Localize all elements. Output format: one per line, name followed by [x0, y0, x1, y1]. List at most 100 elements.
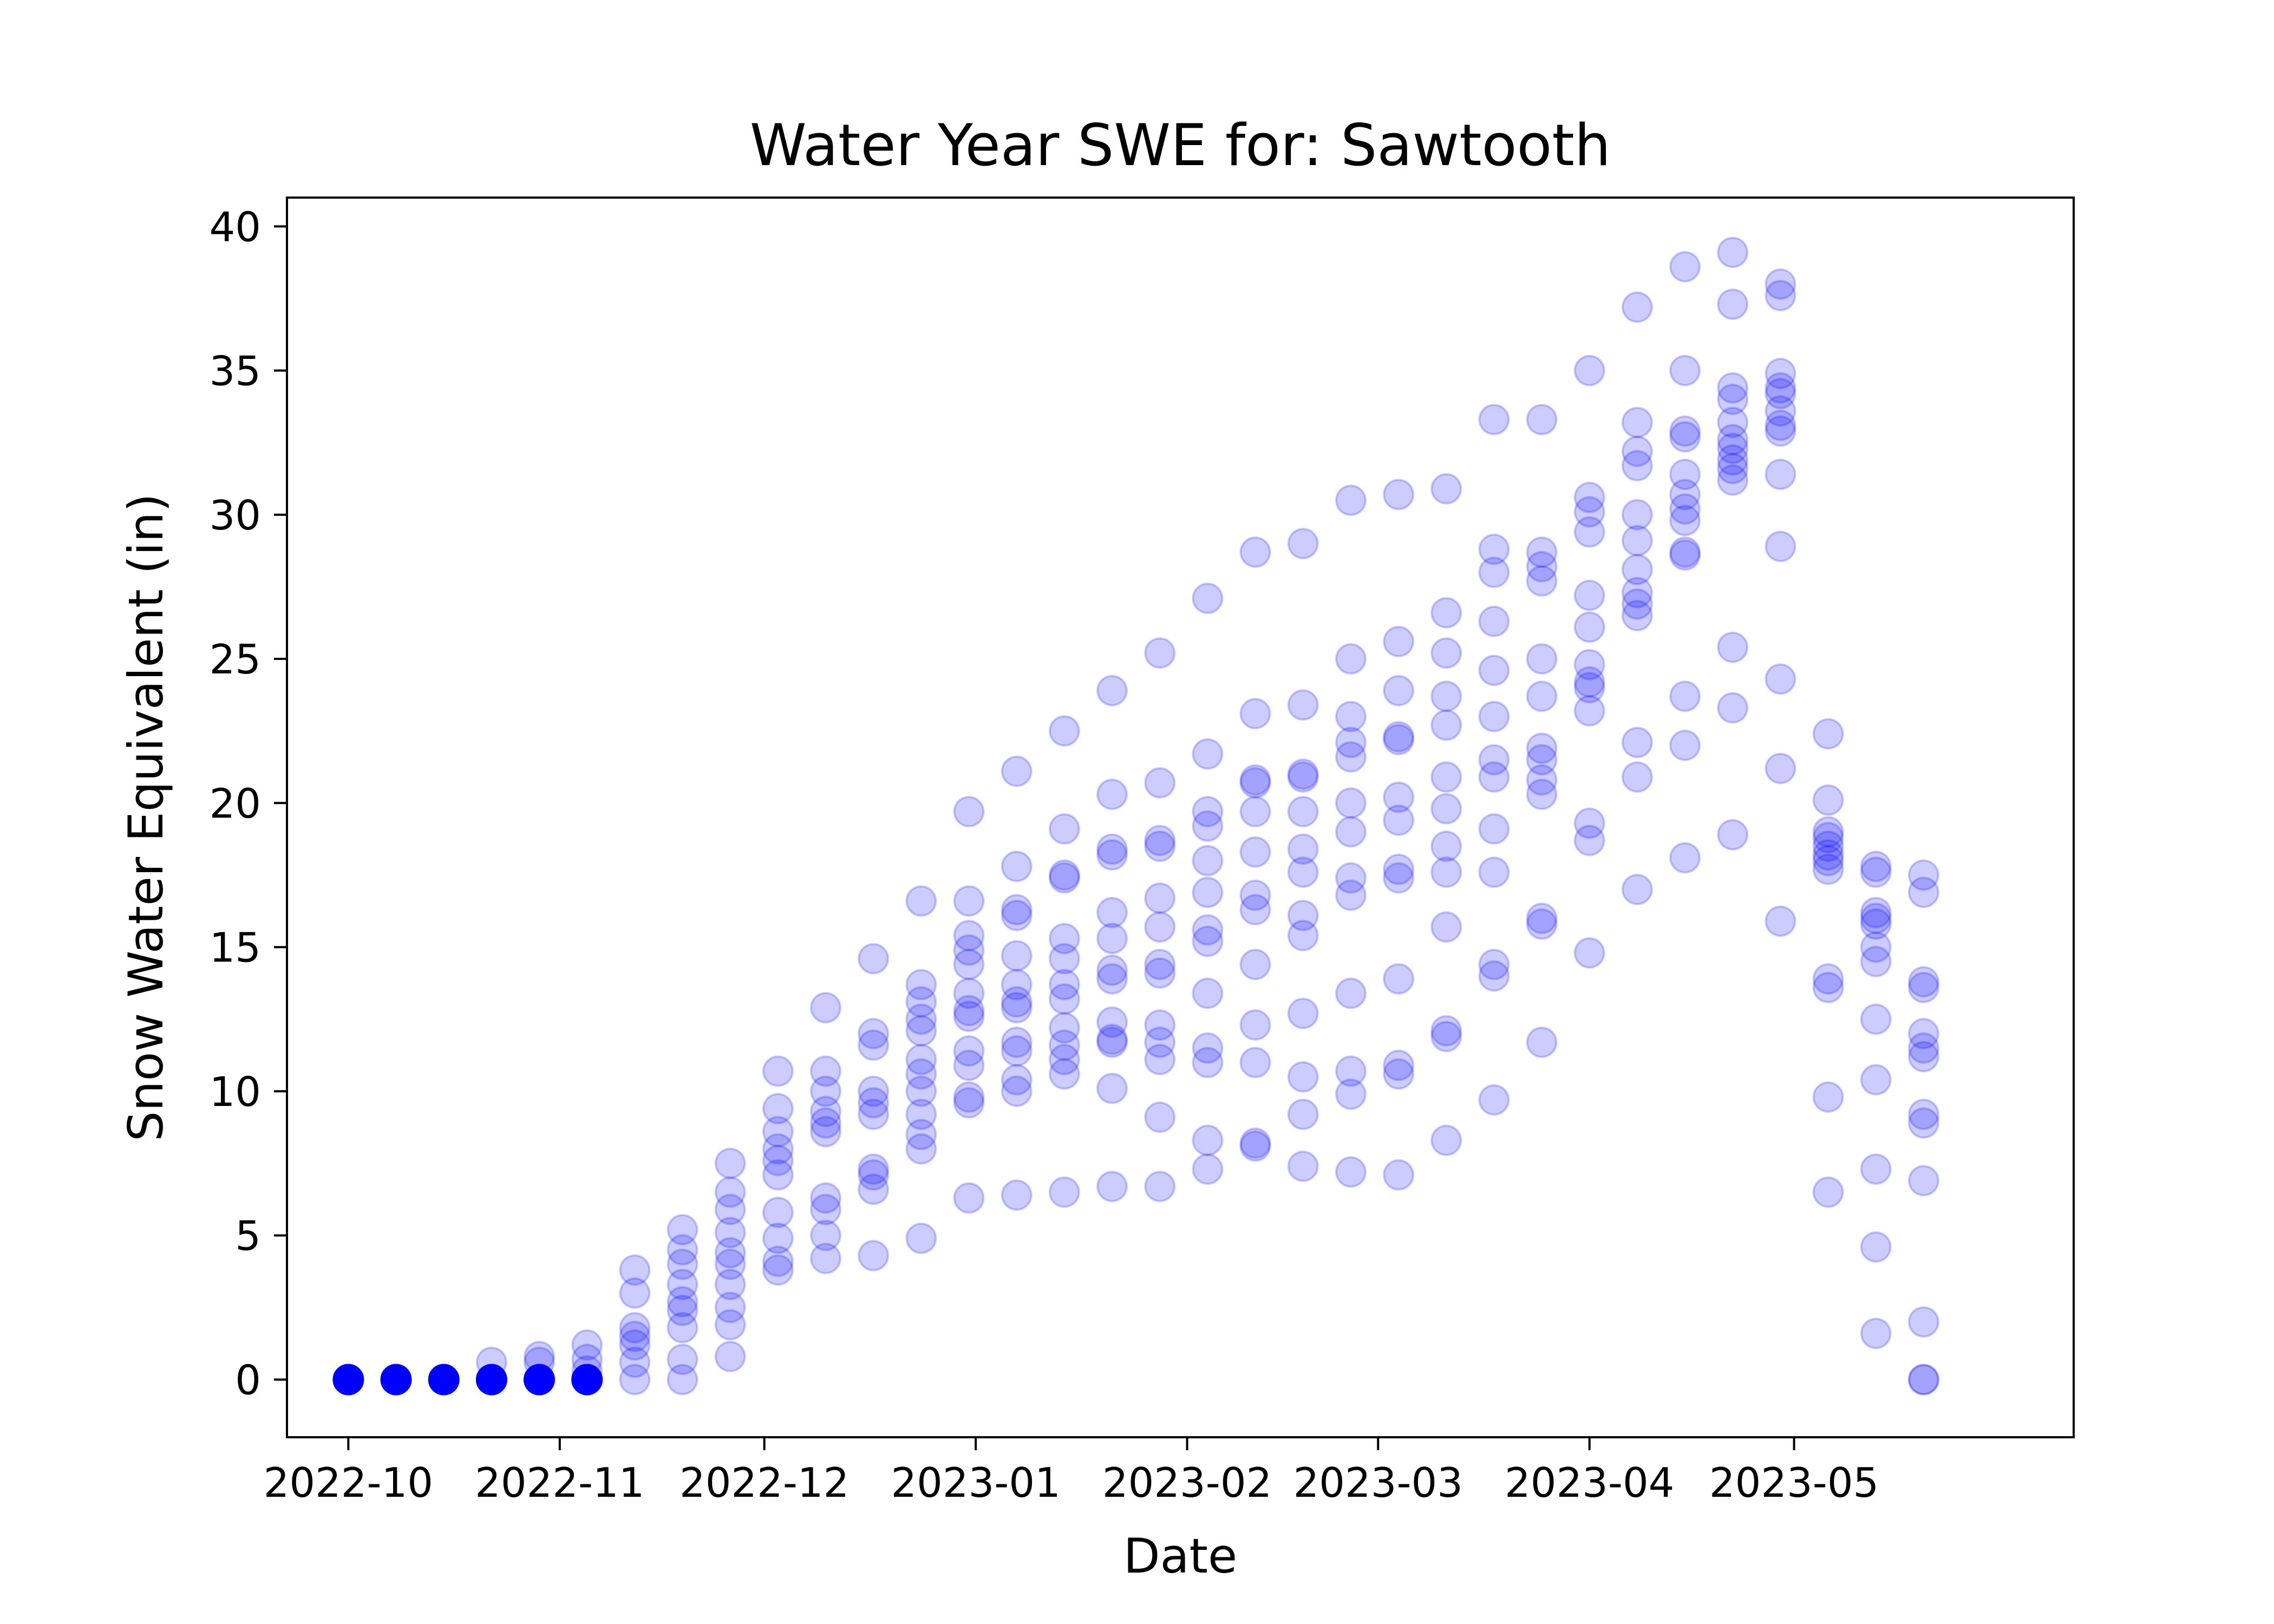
data-point: [858, 1240, 890, 1272]
y-tick-label: 20: [210, 780, 261, 827]
data-point: [1669, 539, 1701, 571]
data-point: [1860, 1003, 1892, 1035]
data-point: [1478, 856, 1510, 888]
data-point: [1048, 1058, 1080, 1090]
data-points: [332, 237, 1939, 1396]
data-point: [1717, 692, 1749, 724]
data-point: [1144, 1044, 1176, 1076]
data-point: [1621, 554, 1653, 585]
data-point: [953, 1081, 985, 1113]
data-point: [1860, 946, 1892, 978]
data-point: [1144, 948, 1176, 980]
data-point: [1192, 844, 1224, 876]
data-point: [1430, 856, 1462, 888]
data-point: [1621, 291, 1653, 323]
data-point: [619, 1254, 651, 1286]
data-point: [1001, 850, 1033, 882]
data-point: [858, 1075, 890, 1107]
data-point: [1860, 896, 1892, 928]
data-point: [1239, 948, 1271, 980]
data-point: [714, 1237, 746, 1269]
data-point: [1430, 709, 1462, 741]
chart-title: Water Year SWE for: Sawtooth: [750, 112, 1611, 179]
data-point: [1383, 479, 1415, 510]
data-point: [1001, 940, 1033, 972]
data-point: [1335, 1055, 1367, 1087]
x-tick-label: 2022-10: [264, 1459, 433, 1507]
data-point: [1048, 1029, 1080, 1061]
data-point: [1526, 744, 1558, 776]
data-point: [1048, 859, 1080, 891]
data-point: [1907, 1364, 1939, 1396]
data-point: [1335, 643, 1367, 675]
data-point: [858, 1029, 890, 1061]
data-point: [1669, 729, 1701, 761]
data-point: [905, 1098, 937, 1130]
data-point: [714, 1216, 746, 1248]
y-tick-label: 5: [235, 1212, 261, 1260]
data-point: [1669, 536, 1701, 568]
data-point: [1526, 680, 1558, 712]
data-point: [1526, 404, 1558, 436]
data-point: [1478, 1084, 1510, 1116]
data-point: [1335, 726, 1367, 758]
data-point: [1573, 649, 1605, 680]
data-point: [619, 1364, 651, 1396]
data-point: [1192, 1124, 1224, 1156]
data-point: [1383, 1159, 1415, 1191]
x-tick-label: 2023-04: [1505, 1459, 1674, 1507]
data-point: [1907, 876, 1939, 908]
data-point: [1860, 908, 1892, 940]
data-point: [1669, 479, 1701, 510]
data-point: [1192, 876, 1224, 908]
data-point: [1765, 459, 1796, 490]
data-point: [1239, 836, 1271, 868]
data-point: [1096, 1072, 1128, 1104]
data-point: [905, 1222, 937, 1254]
data-point: [1573, 611, 1605, 643]
data-point: [1717, 464, 1749, 496]
data-point: [1621, 600, 1653, 632]
data-point: [1430, 911, 1462, 943]
data-point: [1812, 839, 1844, 871]
data-point: [1048, 983, 1080, 1015]
data-point: [1860, 856, 1892, 888]
data-point: [666, 1234, 698, 1266]
data-point: [1526, 643, 1558, 675]
data-point: [1765, 752, 1796, 784]
data-point: [1144, 767, 1176, 799]
data-point: [1526, 778, 1558, 810]
data-point: [1669, 505, 1701, 536]
data-point: [953, 977, 985, 1009]
data-point: [1573, 579, 1605, 611]
data-point: [762, 1246, 794, 1278]
data-point: [1573, 666, 1605, 698]
data-point: [810, 1182, 841, 1214]
data-point: [1669, 415, 1701, 447]
data-point: [1765, 378, 1796, 410]
data-point: [1001, 1064, 1033, 1096]
data-point: [1287, 998, 1319, 1030]
data-point: [905, 1044, 937, 1076]
data-point: [953, 1035, 985, 1067]
data-point: [1907, 1306, 1939, 1338]
data-point: [858, 1087, 890, 1119]
data-point: [1383, 1050, 1415, 1081]
data-point: [1144, 882, 1176, 914]
data-point: [1765, 372, 1796, 404]
data-point: [905, 986, 937, 1018]
data-point: [905, 1133, 937, 1165]
data-point: [1717, 433, 1749, 464]
data-point: [1096, 1006, 1128, 1038]
data-point: [1048, 943, 1080, 974]
data-point: [1860, 1153, 1892, 1185]
data-point: [1096, 1026, 1128, 1058]
data-point: [1765, 268, 1796, 300]
data-point: [1430, 830, 1462, 862]
data-point: [1669, 421, 1701, 453]
data-point: [1765, 357, 1796, 389]
data-point: [1907, 1041, 1939, 1072]
data-point: [1144, 1009, 1176, 1041]
data-point: [1717, 819, 1749, 850]
data-point: [858, 1174, 890, 1205]
